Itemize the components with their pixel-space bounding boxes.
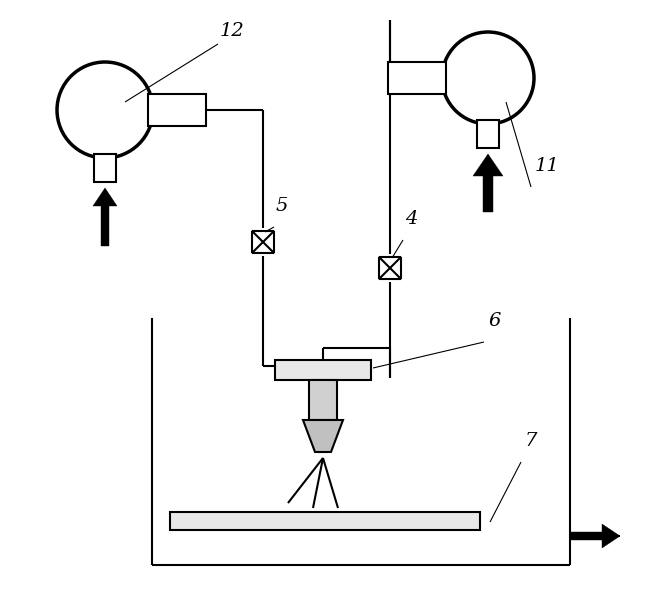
Circle shape xyxy=(57,62,153,158)
Bar xyxy=(148,94,206,126)
Text: 12: 12 xyxy=(220,22,245,40)
Polygon shape xyxy=(379,257,401,268)
Polygon shape xyxy=(252,231,274,242)
Polygon shape xyxy=(303,420,343,452)
Bar xyxy=(94,154,116,182)
Bar xyxy=(388,62,446,94)
Bar xyxy=(309,380,337,420)
Polygon shape xyxy=(473,154,503,176)
Polygon shape xyxy=(379,268,401,279)
Bar xyxy=(275,360,371,380)
Bar xyxy=(477,120,499,148)
Polygon shape xyxy=(602,524,620,548)
Text: 5: 5 xyxy=(276,197,288,215)
Polygon shape xyxy=(101,206,109,246)
Text: 11: 11 xyxy=(535,157,560,175)
Polygon shape xyxy=(93,188,117,206)
Polygon shape xyxy=(252,242,274,253)
Text: 7: 7 xyxy=(525,432,537,450)
Bar xyxy=(170,512,480,530)
Text: 6: 6 xyxy=(488,312,500,330)
Polygon shape xyxy=(570,532,602,540)
Polygon shape xyxy=(483,176,493,212)
Text: 4: 4 xyxy=(405,210,417,228)
Circle shape xyxy=(442,32,534,124)
